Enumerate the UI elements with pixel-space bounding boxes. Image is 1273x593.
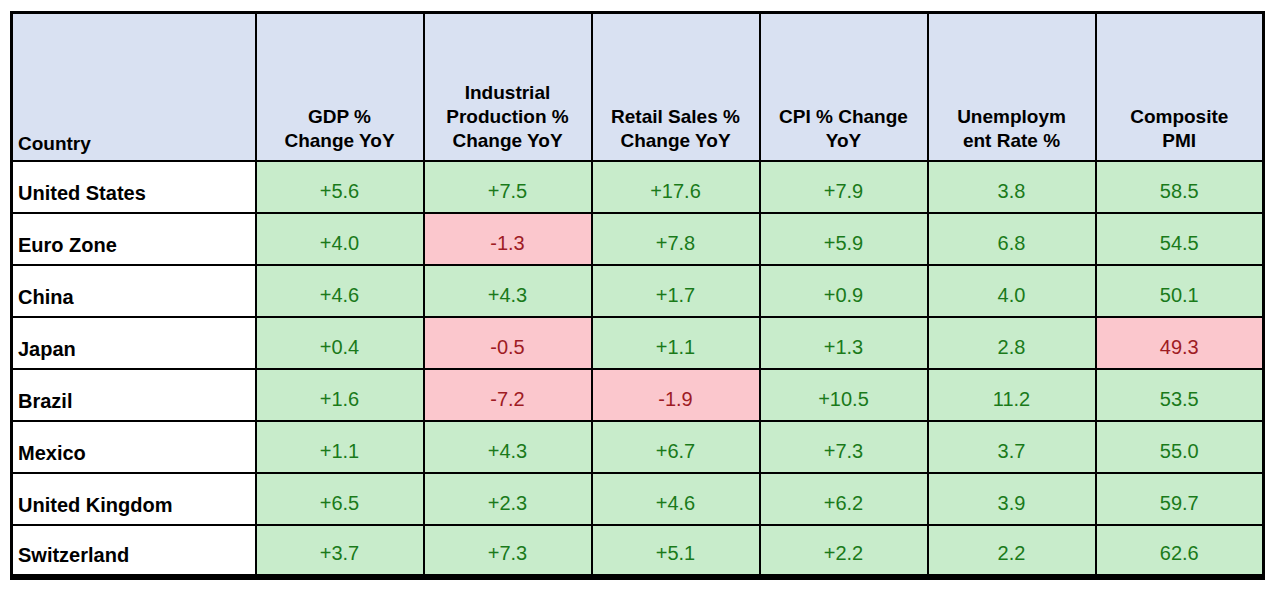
country-cell: Brazil (12, 369, 256, 421)
economic-indicators-table: Country GDP % Change YoY Industrial Prod… (10, 11, 1265, 580)
industrial-production-cell: -1.3 (424, 213, 592, 265)
country-cell: Switzerland (12, 525, 256, 577)
industrial-production-cell: +4.3 (424, 421, 592, 473)
table-row: Japan+0.4-0.5+1.1+1.32.849.3 (12, 317, 1264, 369)
country-cell: Mexico (12, 421, 256, 473)
cpi-cell: +6.2 (760, 473, 928, 525)
gdp-cell: +6.5 (256, 473, 424, 525)
cpi-cell: +0.9 (760, 265, 928, 317)
unemployment-rate-cell: 3.8 (928, 161, 1096, 213)
gdp-cell: +4.6 (256, 265, 424, 317)
unemployment-rate-cell: 3.7 (928, 421, 1096, 473)
gdp-cell: +4.0 (256, 213, 424, 265)
header-row: Country GDP % Change YoY Industrial Prod… (12, 13, 1264, 161)
unemployment-rate-cell: 6.8 (928, 213, 1096, 265)
unemployment-rate-cell: 3.9 (928, 473, 1096, 525)
industrial-production-cell: -7.2 (424, 369, 592, 421)
industrial-production-cell: +7.3 (424, 525, 592, 577)
composite-pmi-cell: 55.0 (1096, 421, 1264, 473)
gdp-cell: +0.4 (256, 317, 424, 369)
column-header-cpi: CPI % Change YoY (760, 13, 928, 161)
gdp-cell: +3.7 (256, 525, 424, 577)
cpi-cell: +10.5 (760, 369, 928, 421)
industrial-production-cell: +2.3 (424, 473, 592, 525)
country-cell: Japan (12, 317, 256, 369)
retail-sales-cell: +1.1 (592, 317, 760, 369)
retail-sales-cell: +6.7 (592, 421, 760, 473)
composite-pmi-cell: 58.5 (1096, 161, 1264, 213)
retail-sales-cell: +1.7 (592, 265, 760, 317)
column-header-country: Country (12, 13, 256, 161)
gdp-cell: +5.6 (256, 161, 424, 213)
table-row: Brazil+1.6-7.2-1.9+10.511.253.5 (12, 369, 1264, 421)
unemployment-rate-cell: 2.2 (928, 525, 1096, 577)
column-header-composite-pmi: Composite PMI (1096, 13, 1264, 161)
gdp-cell: +1.6 (256, 369, 424, 421)
table-canvas: Country GDP % Change YoY Industrial Prod… (10, 11, 1265, 580)
table-row: Euro Zone+4.0-1.3+7.8+5.96.854.5 (12, 213, 1264, 265)
composite-pmi-cell: 50.1 (1096, 265, 1264, 317)
column-header-gdp: GDP % Change YoY (256, 13, 424, 161)
unemployment-rate-cell: 2.8 (928, 317, 1096, 369)
country-cell: United States (12, 161, 256, 213)
cpi-cell: +5.9 (760, 213, 928, 265)
retail-sales-cell: -1.9 (592, 369, 760, 421)
table-row: Switzerland+3.7+7.3+5.1+2.22.262.6 (12, 525, 1264, 577)
industrial-production-cell: +4.3 (424, 265, 592, 317)
industrial-production-cell: +7.5 (424, 161, 592, 213)
composite-pmi-cell: 54.5 (1096, 213, 1264, 265)
retail-sales-cell: +7.8 (592, 213, 760, 265)
country-cell: United Kingdom (12, 473, 256, 525)
unemployment-rate-cell: 4.0 (928, 265, 1096, 317)
cpi-cell: +7.9 (760, 161, 928, 213)
country-cell: China (12, 265, 256, 317)
composite-pmi-cell: 53.5 (1096, 369, 1264, 421)
cpi-cell: +7.3 (760, 421, 928, 473)
country-cell: Euro Zone (12, 213, 256, 265)
retail-sales-cell: +17.6 (592, 161, 760, 213)
column-header-retail-sales: Retail Sales % Change YoY (592, 13, 760, 161)
composite-pmi-cell: 59.7 (1096, 473, 1264, 525)
retail-sales-cell: +4.6 (592, 473, 760, 525)
table-row: United States+5.6+7.5+17.6+7.93.858.5 (12, 161, 1264, 213)
composite-pmi-cell: 49.3 (1096, 317, 1264, 369)
retail-sales-cell: +5.1 (592, 525, 760, 577)
column-header-unemployment-rate: Unemploym ent Rate % (928, 13, 1096, 161)
table-row: Mexico+1.1+4.3+6.7+7.33.755.0 (12, 421, 1264, 473)
cpi-cell: +1.3 (760, 317, 928, 369)
cpi-cell: +2.2 (760, 525, 928, 577)
industrial-production-cell: -0.5 (424, 317, 592, 369)
table-row: United Kingdom+6.5+2.3+4.6+6.23.959.7 (12, 473, 1264, 525)
table-row: China+4.6+4.3+1.7+0.94.050.1 (12, 265, 1264, 317)
unemployment-rate-cell: 11.2 (928, 369, 1096, 421)
composite-pmi-cell: 62.6 (1096, 525, 1264, 577)
gdp-cell: +1.1 (256, 421, 424, 473)
column-header-industrial-production: Industrial Production % Change YoY (424, 13, 592, 161)
